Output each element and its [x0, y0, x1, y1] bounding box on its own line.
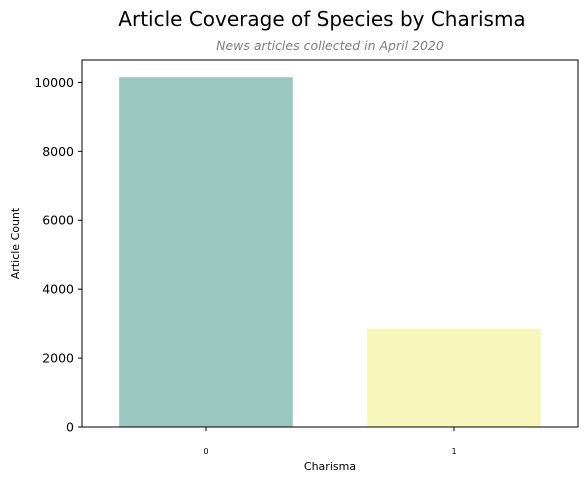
y-tick-label: 6000 — [42, 213, 74, 228]
y-tick-label: 4000 — [42, 282, 74, 297]
bars — [119, 77, 541, 428]
chart-subtitle: News articles collected in April 2020 — [216, 38, 444, 53]
bar-1 — [367, 328, 541, 427]
y-tick-label: 8000 — [42, 144, 74, 159]
y-tick-label: 0 — [66, 420, 74, 435]
plot-frame — [81, 59, 579, 428]
bar-0 — [119, 77, 293, 428]
x-tick-label: 0 — [203, 447, 208, 456]
x-axis-label: Charisma — [304, 460, 356, 473]
chart-title: Article Coverage of Species by Charisma — [118, 7, 525, 31]
x-tick-label: 1 — [451, 447, 456, 456]
y-tick-label: 10000 — [34, 75, 74, 90]
y-axis-label: Article Count — [9, 207, 22, 279]
y-axis: 0 2000 4000 6000 8000 10000 — [34, 75, 82, 435]
y-tick-label: 2000 — [42, 351, 74, 366]
